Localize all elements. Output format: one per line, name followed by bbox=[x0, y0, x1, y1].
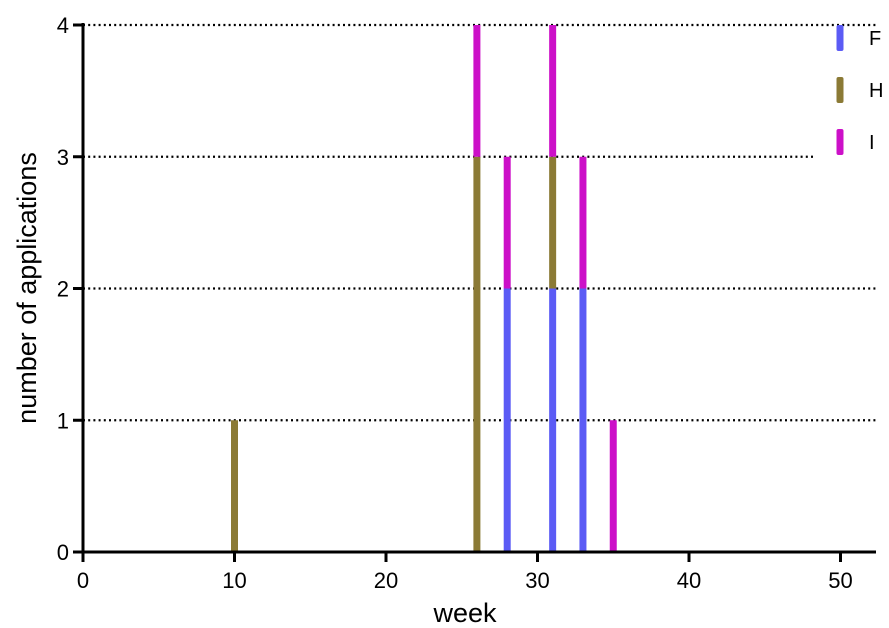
bar-H-week-31 bbox=[549, 156, 557, 289]
legend: F H I bbox=[836, 25, 883, 155]
y-tick-label-4: 4 bbox=[57, 13, 69, 38]
x-ticks: 0 10 20 30 40 50 bbox=[77, 552, 853, 593]
y-tick-label-1: 1 bbox=[57, 408, 69, 433]
legend-swatch-F bbox=[836, 25, 844, 51]
bar-I-week-33 bbox=[579, 156, 587, 289]
legend-label-F: F bbox=[869, 28, 881, 50]
bars bbox=[231, 25, 617, 552]
legend-swatch-I bbox=[836, 129, 844, 155]
x-tick-label-0: 0 bbox=[77, 568, 89, 593]
x-axis-title: week bbox=[432, 598, 497, 628]
bar-F-week-33 bbox=[579, 288, 587, 552]
y-tick-label-3: 3 bbox=[57, 145, 69, 170]
y-ticks: 0 1 2 3 4 bbox=[57, 13, 83, 565]
bar-I-week-26 bbox=[473, 25, 481, 157]
y-tick-label-2: 2 bbox=[57, 277, 69, 302]
y-tick-label-0: 0 bbox=[57, 540, 69, 565]
bar-I-week-35 bbox=[609, 420, 617, 552]
x-tick-label-40: 40 bbox=[677, 568, 701, 593]
bar-I-week-31 bbox=[549, 25, 557, 157]
bar-F-week-28 bbox=[503, 288, 511, 552]
x-tick-label-20: 20 bbox=[374, 568, 398, 593]
bar-I-week-28 bbox=[503, 156, 511, 289]
x-tick-label-30: 30 bbox=[525, 568, 549, 593]
legend-label-H: H bbox=[869, 80, 883, 102]
x-tick-label-50: 50 bbox=[828, 568, 852, 593]
bar-F-week-31 bbox=[549, 288, 557, 552]
bar-H-week-26 bbox=[473, 156, 481, 552]
y-axis-title: number of applications bbox=[12, 152, 42, 424]
legend-label-I: I bbox=[869, 132, 875, 154]
legend-swatch-H bbox=[836, 77, 844, 103]
bar-H-week-10 bbox=[231, 420, 238, 552]
x-tick-label-10: 10 bbox=[222, 568, 246, 593]
